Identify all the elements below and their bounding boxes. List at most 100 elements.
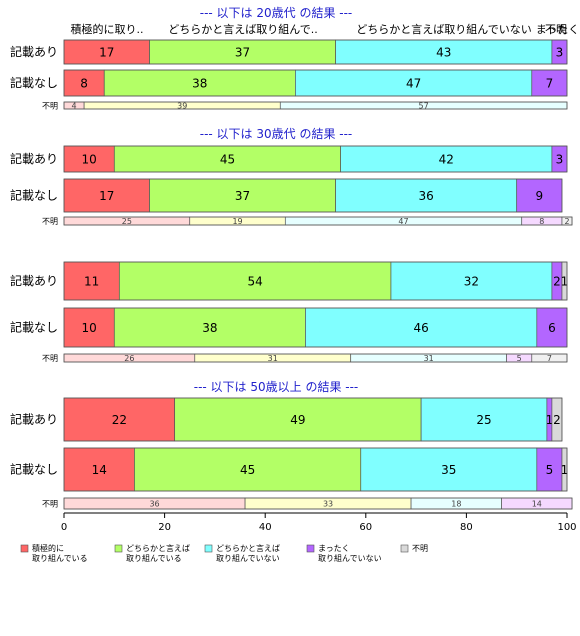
bar-value-label: 10 xyxy=(82,321,97,335)
bar-value-label: 19 xyxy=(232,217,242,226)
bar-value-label: 14 xyxy=(92,463,107,477)
bar-outline xyxy=(63,216,573,226)
bar-outline xyxy=(63,397,563,442)
bar-value-label: 31 xyxy=(268,354,278,363)
legend-label: 取り組んでいる xyxy=(126,553,182,563)
legend-label: 取り組んでいる xyxy=(32,553,88,563)
bar-value-label: 1 xyxy=(561,275,569,289)
legend-swatch xyxy=(114,544,123,553)
bar-value-label: 39 xyxy=(177,102,187,111)
bar-value-label: 45 xyxy=(240,463,255,477)
bar-segment xyxy=(103,69,296,97)
bar-value-label: 8 xyxy=(80,77,88,91)
bar-value-label: 38 xyxy=(202,321,217,335)
legend-label: どちらかと言えば xyxy=(126,543,190,553)
bar-value-label: 43 xyxy=(436,46,451,60)
bar-segment xyxy=(134,447,362,492)
legend-label: 不明 xyxy=(412,544,428,553)
row-label: 記載あり xyxy=(10,412,58,427)
legend-label: まったく xyxy=(318,544,350,553)
bar-value-label: 37 xyxy=(235,46,250,60)
bar-value-label: 25 xyxy=(122,217,132,226)
bar-segment xyxy=(63,178,150,213)
bar-value-label: 22 xyxy=(112,413,127,427)
bar-value-label: 46 xyxy=(413,321,428,335)
row-label: 不明 xyxy=(42,500,58,509)
legend-swatch xyxy=(20,544,29,553)
group-title: --- 以下は 50歳以上 の結果 --- xyxy=(194,380,359,394)
bar-value-label: 49 xyxy=(290,413,305,427)
category-header-label: 積極的に取り.. xyxy=(71,22,144,36)
bar-outline xyxy=(63,307,568,348)
row-label: 記載あり xyxy=(10,44,58,59)
bar-outline xyxy=(63,447,568,492)
row-label: 不明 xyxy=(42,354,58,363)
bar-value-label: 5 xyxy=(546,463,554,477)
bar-value-label: 1 xyxy=(546,413,554,427)
bar-value-label: 7 xyxy=(546,77,554,91)
bar-outline xyxy=(63,261,568,301)
bar-value-label: 36 xyxy=(419,189,434,203)
bar-outline xyxy=(63,353,568,363)
bar-outline xyxy=(63,497,573,510)
bar-value-label: 25 xyxy=(476,413,491,427)
bar-segment xyxy=(113,145,342,173)
bar-value-label: 5 xyxy=(517,354,522,363)
bar-value-label: 37 xyxy=(235,189,250,203)
bar-outline xyxy=(63,101,568,110)
bar-segment xyxy=(295,69,533,97)
x-axis-tick-label: 60 xyxy=(359,522,372,533)
category-header-label: どちらかと言えば取り組んでいない xyxy=(356,23,531,36)
legend-label: 取り組んでいない xyxy=(318,553,382,563)
x-axis-tick-label: 20 xyxy=(158,522,171,533)
category-header-label: まったく.. xyxy=(536,23,580,36)
bar-value-label: 2 xyxy=(564,217,569,226)
bar-value-label: 36 xyxy=(149,500,159,509)
bar-value-label: 26 xyxy=(124,354,134,363)
bar-outline xyxy=(63,39,568,65)
bar-outline xyxy=(63,178,563,213)
bar-value-label: 54 xyxy=(247,275,262,289)
bar-segment xyxy=(531,69,568,97)
bar-value-label: 35 xyxy=(441,463,456,477)
legend-label: どちらかと言えば xyxy=(216,543,280,553)
bar-value-label: 17 xyxy=(99,189,114,203)
bar-value-label: 2 xyxy=(553,413,561,427)
bar-outline xyxy=(63,69,568,97)
legend-swatch xyxy=(306,544,315,553)
x-axis-tick-label: 0 xyxy=(61,522,67,533)
legend-swatch xyxy=(400,544,409,553)
bar-value-label: 38 xyxy=(192,77,207,91)
row-label: 記載なし xyxy=(10,75,58,90)
bar-segment xyxy=(420,397,548,442)
category-header-label: 不明 xyxy=(545,23,567,36)
bar-segment xyxy=(118,261,392,301)
bar-segment xyxy=(113,307,306,348)
x-axis-tick-label: 80 xyxy=(460,522,473,533)
bar-segment xyxy=(536,447,563,492)
group-title: --- 以下は 20歳代 の結果 --- xyxy=(200,6,353,20)
bar-outline xyxy=(63,145,568,173)
bar-value-label: 45 xyxy=(220,153,235,167)
bar-value-label: 17 xyxy=(99,46,114,60)
bar-value-label: 2 xyxy=(553,275,561,289)
row-label: 記載あり xyxy=(10,273,58,288)
bar-segment xyxy=(516,178,563,213)
bar-value-label: 10 xyxy=(82,153,97,167)
bar-value-label: 31 xyxy=(424,354,434,363)
bar-value-label: 57 xyxy=(419,102,429,111)
bar-value-label: 14 xyxy=(532,500,542,509)
bar-value-label: 3 xyxy=(556,46,564,60)
bar-value-label: 18 xyxy=(451,500,461,509)
bar-segment xyxy=(63,145,115,173)
bar-value-label: 42 xyxy=(439,153,454,167)
bar-value-label: 11 xyxy=(84,275,99,289)
bar-value-label: 32 xyxy=(464,275,479,289)
bar-value-label: 33 xyxy=(323,500,333,509)
bar-segment xyxy=(340,145,553,173)
bar-value-label: 47 xyxy=(406,77,421,91)
bar-value-label: 7 xyxy=(547,354,552,363)
row-label: 記載なし xyxy=(10,320,58,335)
group-title: --- 以下は 30歳代 の結果 --- xyxy=(200,127,353,141)
